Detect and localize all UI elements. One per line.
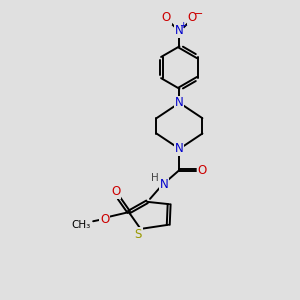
Text: N: N [175, 24, 184, 37]
Text: +: + [179, 21, 187, 30]
Text: O: O [162, 11, 171, 24]
Text: O: O [100, 213, 109, 226]
Text: O: O [188, 11, 197, 24]
Text: CH₃: CH₃ [72, 220, 91, 230]
Text: N: N [160, 178, 169, 191]
Text: H: H [151, 173, 159, 183]
Text: N: N [175, 142, 184, 155]
Text: O: O [198, 164, 207, 176]
Text: S: S [134, 228, 142, 241]
Text: −: − [194, 9, 203, 19]
Text: O: O [111, 185, 121, 198]
Text: N: N [175, 96, 184, 110]
